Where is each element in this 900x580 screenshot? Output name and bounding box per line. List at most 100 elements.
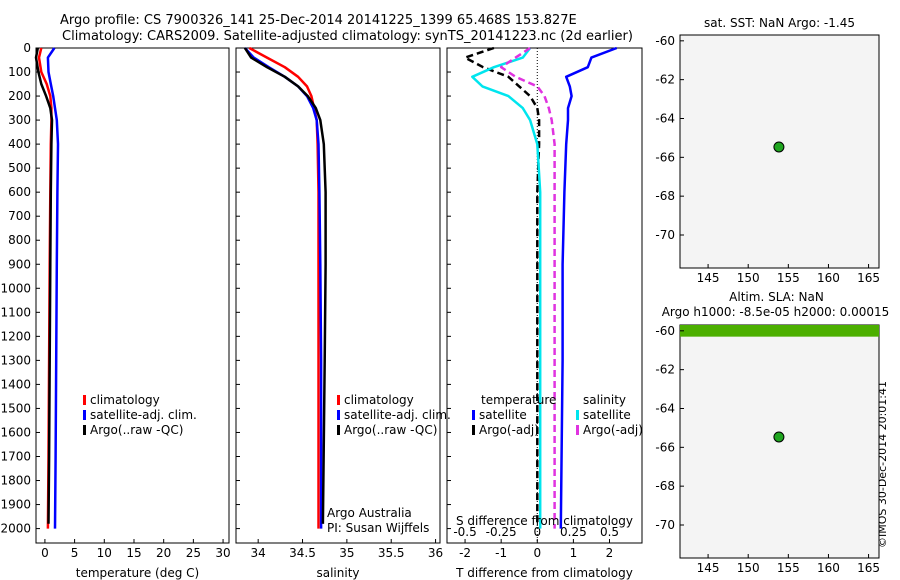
sla-map-ytick-label: -62 [655, 363, 675, 377]
sst-map-xtick-label: 145 [697, 271, 720, 285]
diff-legend-s-title: salinity [583, 393, 626, 407]
depth-ytick-label: 700 [8, 209, 31, 223]
sla-map-sla-band [680, 325, 879, 337]
salinity-legend-label: satellite-adj. clim. [344, 408, 451, 422]
temperature-legend-swatch [83, 410, 86, 420]
difference-xtick-label: 2 [606, 546, 614, 560]
sla-map-ytick-label: -66 [655, 440, 675, 454]
depth-ytick-label: 1400 [0, 377, 31, 391]
sla-map-xtick-label: 165 [857, 561, 880, 575]
diff-legend-s-label: satellite [583, 408, 631, 422]
salinity-xlabel: salinity [316, 566, 359, 580]
diff-legend-s-swatch [576, 425, 579, 435]
depth-ytick-label: 1200 [0, 329, 31, 343]
sst-map-xtick-label: 160 [817, 271, 840, 285]
salinity-legend-swatch [337, 425, 340, 435]
sst-map-title: sat. SST: NaN Argo: -1.45 [704, 16, 855, 30]
temperature-xtick-label: 5 [71, 546, 79, 560]
salinity-xtick-label: 36 [428, 546, 443, 560]
difference-series-3 [499, 46, 556, 529]
salinity-annotation-2: PI: Susan Wijffels [327, 521, 429, 535]
diff-legend-s-swatch [576, 410, 579, 420]
sla-map-subtitle: Argo h1000: -8.5e-05 h2000: 0.00015 [662, 305, 890, 319]
difference-xtick-label: -1 [495, 546, 507, 560]
sla-map-ytick-label: -64 [655, 401, 675, 415]
depth-ytick-label: 100 [8, 65, 31, 79]
difference-xlabel: T difference from climatology [455, 566, 633, 580]
difference-s-x2tick-label: 0.5 [600, 525, 619, 539]
temperature-panel-frame [35, 47, 230, 544]
depth-ytick-label: 600 [8, 185, 31, 199]
sla-map-title: Altim. SLA: NaN [729, 290, 824, 304]
sla-map-ytick-label: -60 [655, 324, 675, 338]
sla-map-ytick-label: -70 [655, 518, 675, 532]
temperature-xtick-label: 25 [186, 546, 201, 560]
difference-xtick-label: -2 [459, 546, 471, 560]
sla-map-xtick-label: 145 [697, 561, 720, 575]
depth-ytick-label: 500 [8, 161, 31, 175]
sla-map-xtick-label: 155 [777, 561, 800, 575]
depth-ytick-label: 2000 [0, 522, 31, 536]
diff-legend-s-label: Argo(-adj) [583, 423, 643, 437]
temperature-xtick-label: 20 [156, 546, 171, 560]
sla-map-xtick-label: 160 [817, 561, 840, 575]
sst-map-xtick-label: 155 [777, 271, 800, 285]
diff-legend-t-label: satellite [479, 408, 527, 422]
temperature-series-1 [46, 47, 60, 529]
depth-ytick-label: 1900 [0, 498, 31, 512]
salinity-xtick-label: 35.5 [378, 546, 405, 560]
figure-title-line1: Argo profile: CS 7900326_141 25-Dec-2014… [60, 13, 577, 28]
figure-title-line2: Climatology: CARS2009. Satellite-adjuste… [62, 29, 633, 44]
sst-map-argo-point [773, 141, 785, 153]
sst-map-ytick-label: -68 [655, 189, 675, 203]
sla-map-xtick-label: 150 [737, 561, 760, 575]
temperature-xtick-label: 10 [97, 546, 112, 560]
difference-panel-frame [446, 47, 643, 544]
diff-legend-t-swatch [472, 410, 475, 420]
difference-series-2 [471, 47, 542, 529]
sst-map-ytick-label: -70 [655, 228, 675, 242]
temperature-legend-label: satellite-adj. clim. [90, 408, 197, 422]
sst-map-xtick-label: 165 [857, 271, 880, 285]
sst-map-xtick-label: 150 [737, 271, 760, 285]
salinity-legend-swatch [337, 410, 340, 420]
sst-map-ytick-label: -62 [655, 73, 675, 87]
sst-map-ytick-label: -66 [655, 150, 675, 164]
depth-ytick-label: 800 [8, 233, 31, 247]
depth-ytick-label: 1000 [0, 281, 31, 295]
sst-map-ytick-label: -64 [655, 111, 675, 125]
difference-xlabel-top: S difference from climatology [456, 514, 633, 528]
temperature-legend-label: Argo(..raw -QC) [90, 423, 183, 437]
depth-ytick-label: 1600 [0, 425, 31, 439]
salinity-legend-label: climatology [344, 393, 414, 407]
temperature-xtick-label: 0 [41, 546, 49, 560]
salinity-xtick-label: 34 [251, 546, 266, 560]
difference-series-1 [463, 46, 541, 524]
depth-ytick-label: 1300 [0, 353, 31, 367]
depth-ytick-label: 200 [8, 89, 31, 103]
diff-legend-t-label: Argo(-adj) [479, 423, 539, 437]
diff-legend-t-swatch [472, 425, 475, 435]
depth-ytick-label: 1500 [0, 401, 31, 415]
sst-map-ytick-label: -60 [655, 34, 675, 48]
salinity-series-0 [248, 46, 320, 529]
salinity-panel-frame [235, 47, 441, 544]
temperature-xtick-label: 15 [126, 546, 141, 560]
difference-xtick-label: 1 [570, 546, 578, 560]
temperature-xtick-label: 30 [215, 546, 230, 560]
difference-xtick-label: 0 [533, 546, 541, 560]
difference-s-x2tick-label: 0.25 [560, 525, 587, 539]
temperature-legend-swatch [83, 425, 86, 435]
salinity-series-2 [243, 47, 327, 524]
diff-legend-t-title: temperature [481, 393, 556, 407]
depth-ytick-label: 1800 [0, 474, 31, 488]
temperature-legend-swatch [83, 395, 86, 405]
depth-ytick-label: 400 [8, 137, 31, 151]
depth-ytick-label: 1700 [0, 449, 31, 463]
depth-ytick-label: 1100 [0, 305, 31, 319]
depth-ytick-label: 300 [8, 113, 31, 127]
salinity-series-1 [243, 47, 323, 529]
sla-map-argo-point [773, 431, 785, 443]
salinity-xtick-label: 34.5 [289, 546, 316, 560]
